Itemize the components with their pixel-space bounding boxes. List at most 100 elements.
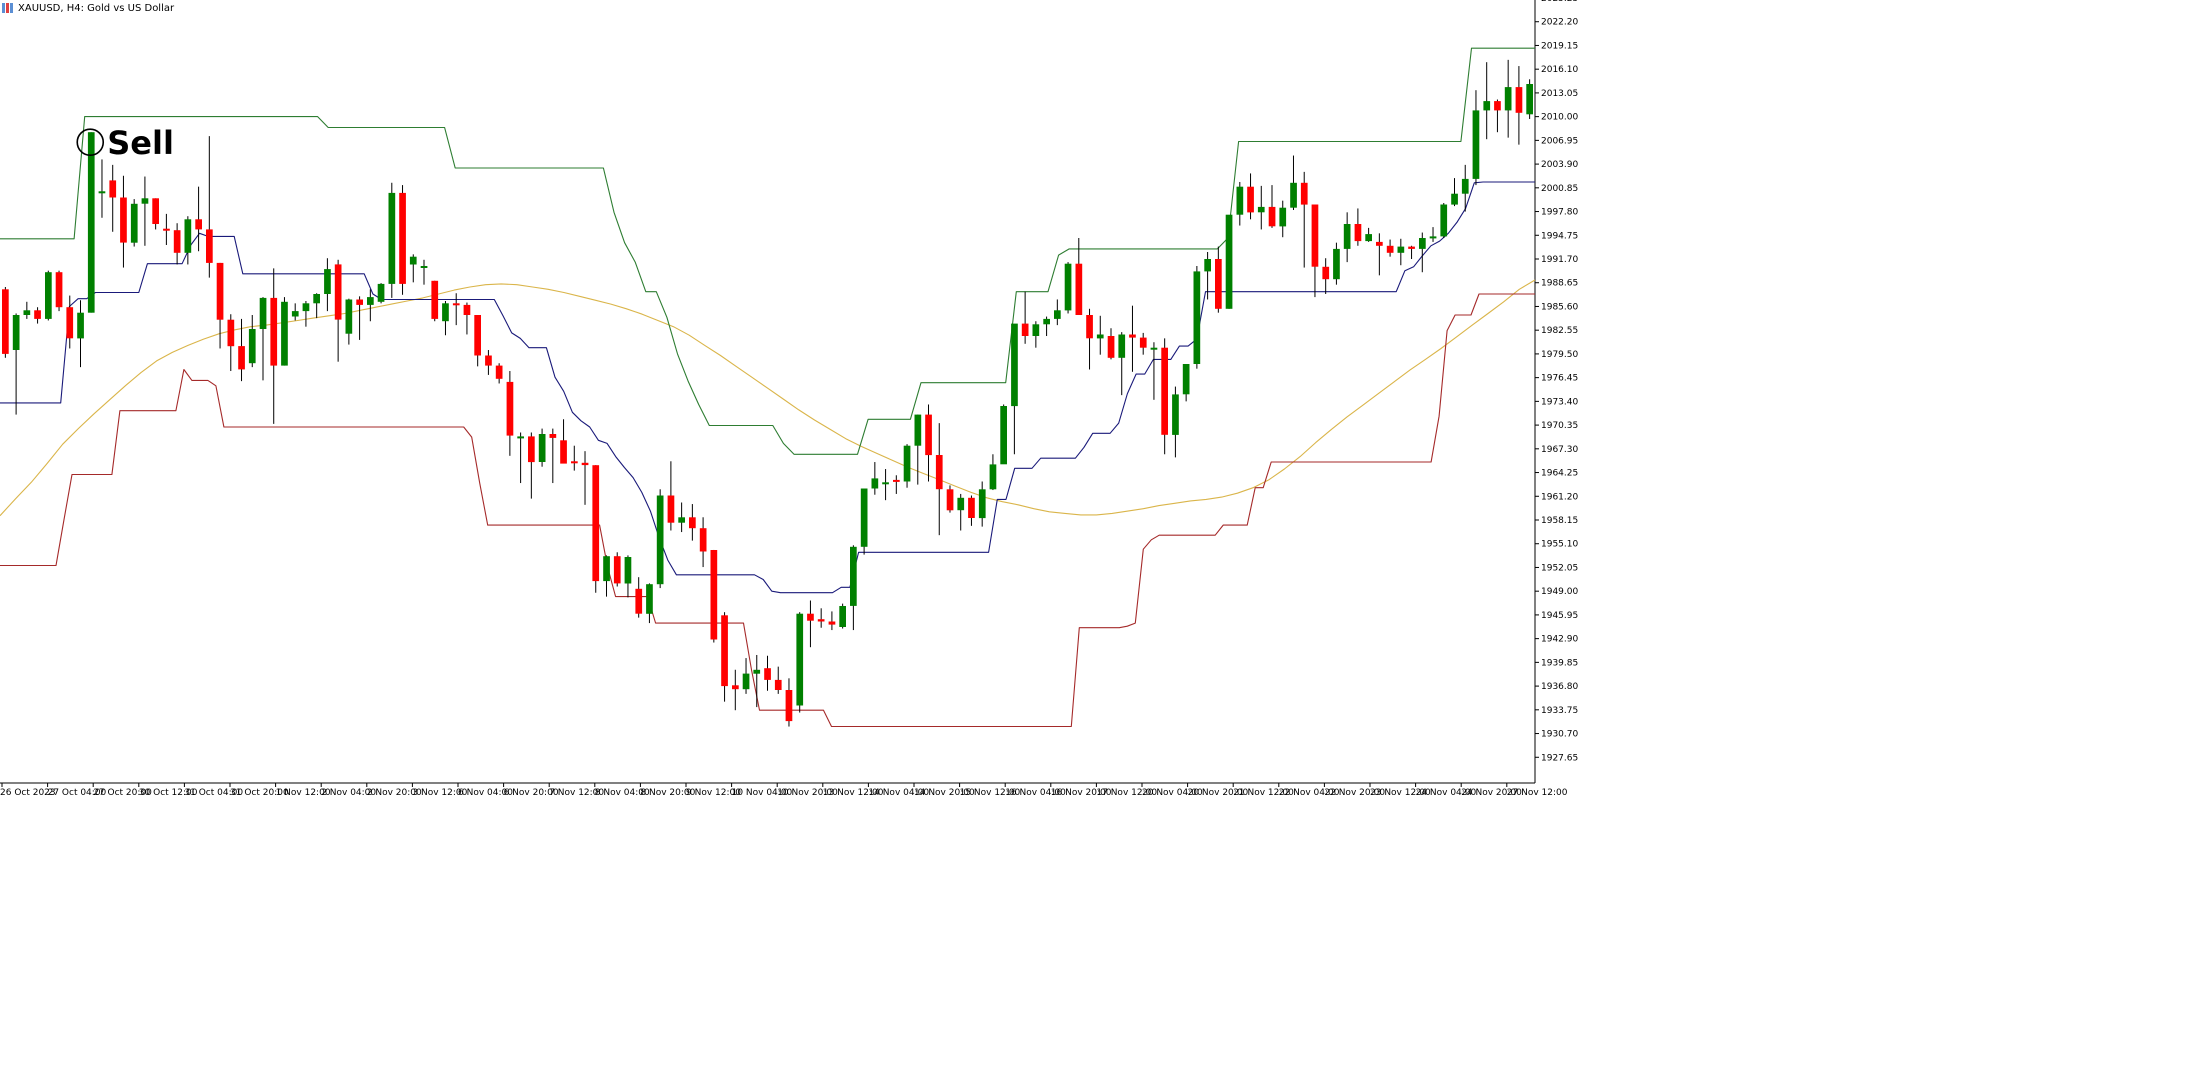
candle-bear[interactable] <box>227 319 235 347</box>
candle-bear[interactable] <box>55 272 63 308</box>
candle-bear[interactable] <box>571 461 578 464</box>
candle-bull[interactable] <box>1236 186 1244 215</box>
candle-bear[interactable] <box>1021 323 1029 336</box>
candle-bear[interactable] <box>925 414 932 456</box>
candle-bull[interactable] <box>1150 347 1158 350</box>
candle-bear[interactable] <box>474 315 481 356</box>
candle-bear[interactable] <box>238 346 245 370</box>
candle-bull[interactable] <box>87 132 95 313</box>
candle-bear[interactable] <box>1268 206 1276 227</box>
candle-bull[interactable] <box>517 436 524 439</box>
candle-bull[interactable] <box>1204 259 1211 272</box>
candle-bull[interactable] <box>1257 206 1265 213</box>
candle-bear[interactable] <box>817 619 825 622</box>
candle-bear[interactable] <box>1386 245 1394 253</box>
candle-bear[interactable] <box>774 679 782 690</box>
candle-bull[interactable] <box>377 283 385 302</box>
candle-bear[interactable] <box>463 304 471 315</box>
candle-bull[interactable] <box>1032 324 1040 336</box>
candle-bear[interactable] <box>1408 246 1415 249</box>
candle-bull[interactable] <box>1290 182 1297 208</box>
candle-bull[interactable] <box>1193 271 1201 364</box>
candle-bear[interactable] <box>216 262 224 320</box>
candle-bear[interactable] <box>495 365 503 379</box>
candle-bull[interactable] <box>248 329 256 364</box>
candle-bull[interactable] <box>1118 334 1126 358</box>
candle-bull[interactable] <box>914 414 922 446</box>
candle-bull[interactable] <box>1461 178 1469 194</box>
candle-bull[interactable] <box>871 478 879 489</box>
candle-bull[interactable] <box>624 557 632 584</box>
candle-bear[interactable] <box>1376 241 1383 246</box>
candle-bear[interactable] <box>1494 101 1501 111</box>
candle-bull[interactable] <box>1333 248 1340 280</box>
candle-bear[interactable] <box>528 436 535 463</box>
candle-bear[interactable] <box>1322 266 1330 280</box>
candle-bear[interactable] <box>1086 315 1093 339</box>
candle-bull[interactable] <box>753 669 761 674</box>
candle-bear[interactable] <box>935 455 943 490</box>
candle-bull[interactable] <box>656 495 664 585</box>
candle-bull[interactable] <box>1064 263 1072 311</box>
candle-bear[interactable] <box>431 280 439 319</box>
candle-bull[interactable] <box>324 269 331 294</box>
candle-bull[interactable] <box>678 517 685 523</box>
candle-bear[interactable] <box>764 668 771 680</box>
candle-bear[interactable] <box>1161 347 1168 435</box>
candle-bull[interactable] <box>538 434 546 462</box>
candle-bear[interactable] <box>721 615 728 687</box>
candle-bull[interactable] <box>130 203 138 243</box>
candle-bull[interactable] <box>603 556 610 582</box>
candle-bull[interactable] <box>882 482 889 485</box>
candle-bear[interactable] <box>152 198 159 224</box>
candle-bull[interactable] <box>420 266 428 268</box>
candle-bear[interactable] <box>1075 263 1083 315</box>
candle-bear[interactable] <box>828 621 836 625</box>
candle-bull[interactable] <box>903 445 911 482</box>
candle-bull[interactable] <box>1397 246 1405 253</box>
candle-bull[interactable] <box>1365 234 1372 242</box>
candle-bear[interactable] <box>807 613 814 621</box>
candle-bull[interactable] <box>184 219 192 253</box>
candle-bull[interactable] <box>1526 84 1533 115</box>
candle-bear[interactable] <box>485 355 492 366</box>
candle-bull[interactable] <box>1279 207 1287 227</box>
candle-bull[interactable] <box>1000 406 1007 465</box>
candle-bull[interactable] <box>1451 193 1458 205</box>
candle-bear[interactable] <box>1215 259 1222 309</box>
candle-bull[interactable] <box>850 546 857 606</box>
candle-bear[interactable] <box>689 517 696 529</box>
candle-bear[interactable] <box>163 228 170 231</box>
candle-bear[interactable] <box>635 588 643 614</box>
candle-bear[interactable] <box>1107 336 1115 358</box>
candle-bear[interactable] <box>120 197 127 243</box>
candle-bear[interactable] <box>356 299 363 305</box>
candle-bull[interactable] <box>12 315 20 350</box>
candle-bull[interactable] <box>313 294 320 304</box>
candle-bull[interactable] <box>1096 334 1104 339</box>
candle-bull[interactable] <box>1440 204 1448 237</box>
candle-bull[interactable] <box>45 272 52 319</box>
candle-bear[interactable] <box>613 556 621 584</box>
candle-bear[interactable] <box>549 434 557 438</box>
candle-bear[interactable] <box>710 550 718 640</box>
candle-bear[interactable] <box>893 479 900 482</box>
candle-bull[interactable] <box>1504 87 1512 111</box>
candle-bull[interactable] <box>1343 224 1351 249</box>
candle-bull[interactable] <box>98 191 106 194</box>
candle-bear[interactable] <box>34 310 41 319</box>
candle-bear[interactable] <box>1139 337 1147 348</box>
candle-bull[interactable] <box>77 312 84 339</box>
candle-bull[interactable] <box>1182 364 1190 395</box>
candle-bear[interactable] <box>1247 186 1254 213</box>
candle-bull[interactable] <box>1429 236 1437 239</box>
candle-bull[interactable] <box>1043 318 1050 325</box>
candle-bull[interactable] <box>742 673 750 690</box>
candle-bull[interactable] <box>978 489 986 519</box>
candle-bull[interactable] <box>345 299 353 334</box>
candle-bull[interactable] <box>1419 238 1426 249</box>
candle-bear[interactable] <box>270 297 278 366</box>
candle-bear[interactable] <box>195 219 202 230</box>
